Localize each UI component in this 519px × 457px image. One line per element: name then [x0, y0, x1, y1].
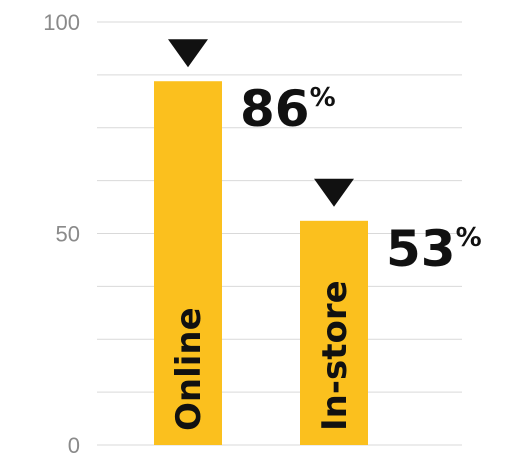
value-percent-sign: %: [310, 83, 336, 113]
y-tick-label: 100: [43, 10, 80, 35]
value-percent-sign: %: [456, 223, 482, 253]
y-tick-label: 50: [56, 222, 80, 247]
y-axis: 0 50 100: [43, 10, 80, 457]
down-triangle-icon: [314, 178, 354, 207]
bar: [300, 220, 368, 445]
value-number: 53: [386, 220, 456, 278]
bars: Online 86% In-store 53%: [154, 39, 482, 445]
bar-value-label: 86%: [240, 80, 336, 138]
bar-category-label: Online: [169, 307, 209, 431]
value-number: 86: [240, 80, 310, 138]
bar-value-label: 53%: [386, 220, 482, 278]
down-triangle-icon: [168, 39, 208, 68]
bar: [154, 81, 222, 445]
y-tick-label: 0: [68, 433, 80, 457]
bar-category-label: In-store: [315, 280, 355, 431]
